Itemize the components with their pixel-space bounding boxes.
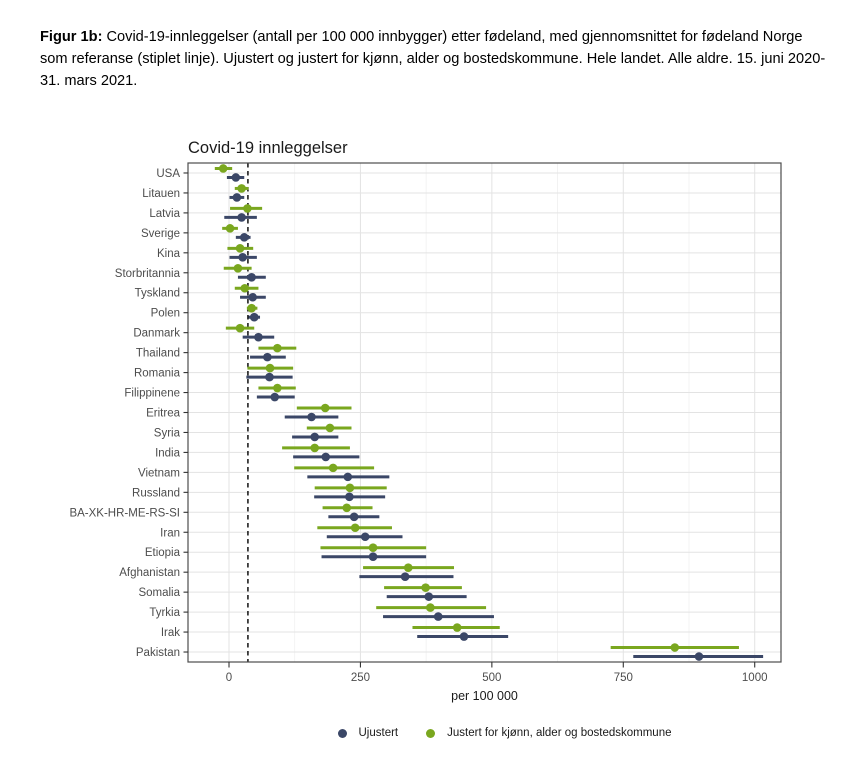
data-point-ujustert [345, 492, 354, 502]
y-category-label: Sverige [141, 228, 180, 240]
y-category-label: USA [156, 168, 180, 180]
data-point-ujustert [232, 193, 242, 202]
x-tick-label: 250 [351, 672, 370, 684]
data-point-justert [345, 483, 355, 493]
legend-item-ujustert: Ujustert [337, 727, 399, 739]
y-category-label: Russland [132, 487, 180, 499]
legend-label-ujustert: Ujustert [358, 727, 399, 739]
y-category-label: Romania [134, 368, 181, 380]
y-category-label: Latvia [149, 208, 180, 220]
data-point-justert [452, 623, 462, 632]
y-category-label: Eritrea [146, 408, 180, 420]
data-point-justert [243, 204, 252, 213]
data-point-justert [273, 343, 282, 353]
data-point-justert [426, 603, 435, 612]
chart-legend: Ujustert Justert for kjønn, alder og bos… [188, 727, 821, 739]
data-point-justert [325, 423, 335, 433]
data-point-justert [310, 443, 319, 453]
data-point-ujustert [263, 352, 272, 362]
data-point-ujustert [321, 452, 331, 462]
data-point-justert [403, 563, 413, 572]
data-point-justert [235, 323, 245, 333]
data-point-ujustert [231, 173, 241, 182]
data-point-ujustert [254, 332, 263, 342]
legend-label-justert: Justert for kjønn, alder og bostedskommu… [447, 727, 672, 739]
y-category-label: Syria [154, 427, 181, 439]
y-category-label: India [155, 447, 181, 459]
legend-dot-justert-icon [426, 728, 436, 738]
x-tick-label: 500 [482, 672, 501, 684]
data-point-ujustert [248, 292, 257, 302]
y-category-label: BA-XK-HR-ME-RS-SI [69, 507, 180, 519]
data-point-justert [320, 403, 330, 413]
y-category-label: Somalia [138, 587, 180, 599]
data-point-justert [237, 184, 246, 193]
data-point-ujustert [694, 652, 704, 661]
y-category-label: Kina [157, 248, 181, 260]
y-category-label: Filippinene [124, 388, 180, 400]
y-category-label: Etiopia [145, 547, 181, 559]
x-tick-label: 1000 [742, 672, 768, 684]
data-point-ujustert [360, 532, 370, 542]
y-category-label: Irak [161, 627, 180, 639]
data-point-ujustert [307, 412, 316, 422]
data-point-ujustert [400, 572, 410, 581]
data-point-justert [670, 643, 680, 652]
data-point-ujustert [368, 552, 378, 562]
y-category-label: Litauen [142, 188, 180, 200]
data-point-ujustert [310, 432, 319, 442]
data-point-ujustert [433, 612, 443, 621]
data-point-ujustert [249, 312, 259, 322]
data-point-justert [218, 164, 228, 173]
y-category-label: Iran [160, 527, 180, 539]
data-point-ujustert [424, 592, 434, 601]
x-tick-label: 0 [226, 672, 232, 684]
data-point-ujustert [270, 392, 280, 402]
data-point-justert [233, 263, 243, 273]
legend-item-justert: Justert for kjønn, alder og bostedskommu… [426, 727, 671, 739]
y-category-label: Danmark [133, 328, 180, 340]
data-point-justert [342, 503, 352, 513]
data-point-justert [247, 303, 256, 313]
data-point-ujustert [459, 632, 469, 641]
covid-hospitalization-chart: 0 250 500 750 1000 USA Litauen Latvia Sverige Kin… [69, 139, 782, 703]
figure-caption: Figur 1b: Covid-19-innleggelser (antall … [40, 26, 828, 92]
data-point-justert [350, 523, 360, 533]
x-axis-label: per 100 000 [451, 689, 518, 703]
y-category-label: Polen [151, 308, 180, 320]
data-point-ujustert [343, 472, 353, 482]
data-point-ujustert [265, 372, 274, 382]
data-point-ujustert [238, 253, 247, 262]
data-point-ujustert [239, 233, 249, 242]
figure-caption-label: Figur 1b: [40, 29, 103, 45]
data-point-justert [225, 224, 235, 233]
y-category-label: Thailand [136, 348, 180, 360]
y-category-label: Tyskland [135, 288, 180, 300]
data-point-justert [421, 583, 430, 592]
data-point-justert [265, 363, 275, 373]
data-point-ujustert [247, 272, 256, 282]
y-category-label: Storbritannia [115, 268, 181, 280]
data-point-justert [368, 543, 378, 553]
data-point-ujustert [237, 213, 246, 222]
chart-title: Covid-19 innleggelser [188, 139, 348, 157]
figure-caption-text: Covid-19-innleggelser (antall per 100 00… [40, 29, 826, 89]
data-point-justert [328, 463, 338, 473]
legend-dot-ujustert-icon [337, 728, 347, 738]
x-tick-label: 750 [614, 672, 633, 684]
data-point-justert [235, 244, 245, 253]
data-point-ujustert [349, 512, 359, 522]
y-category-label: Pakistan [136, 647, 180, 659]
y-category-label: Tyrkia [149, 607, 180, 619]
data-point-justert [240, 283, 250, 293]
y-category-label: Afghanistan [119, 567, 180, 579]
y-category-label: Vietnam [138, 467, 180, 479]
data-point-justert [273, 383, 282, 393]
